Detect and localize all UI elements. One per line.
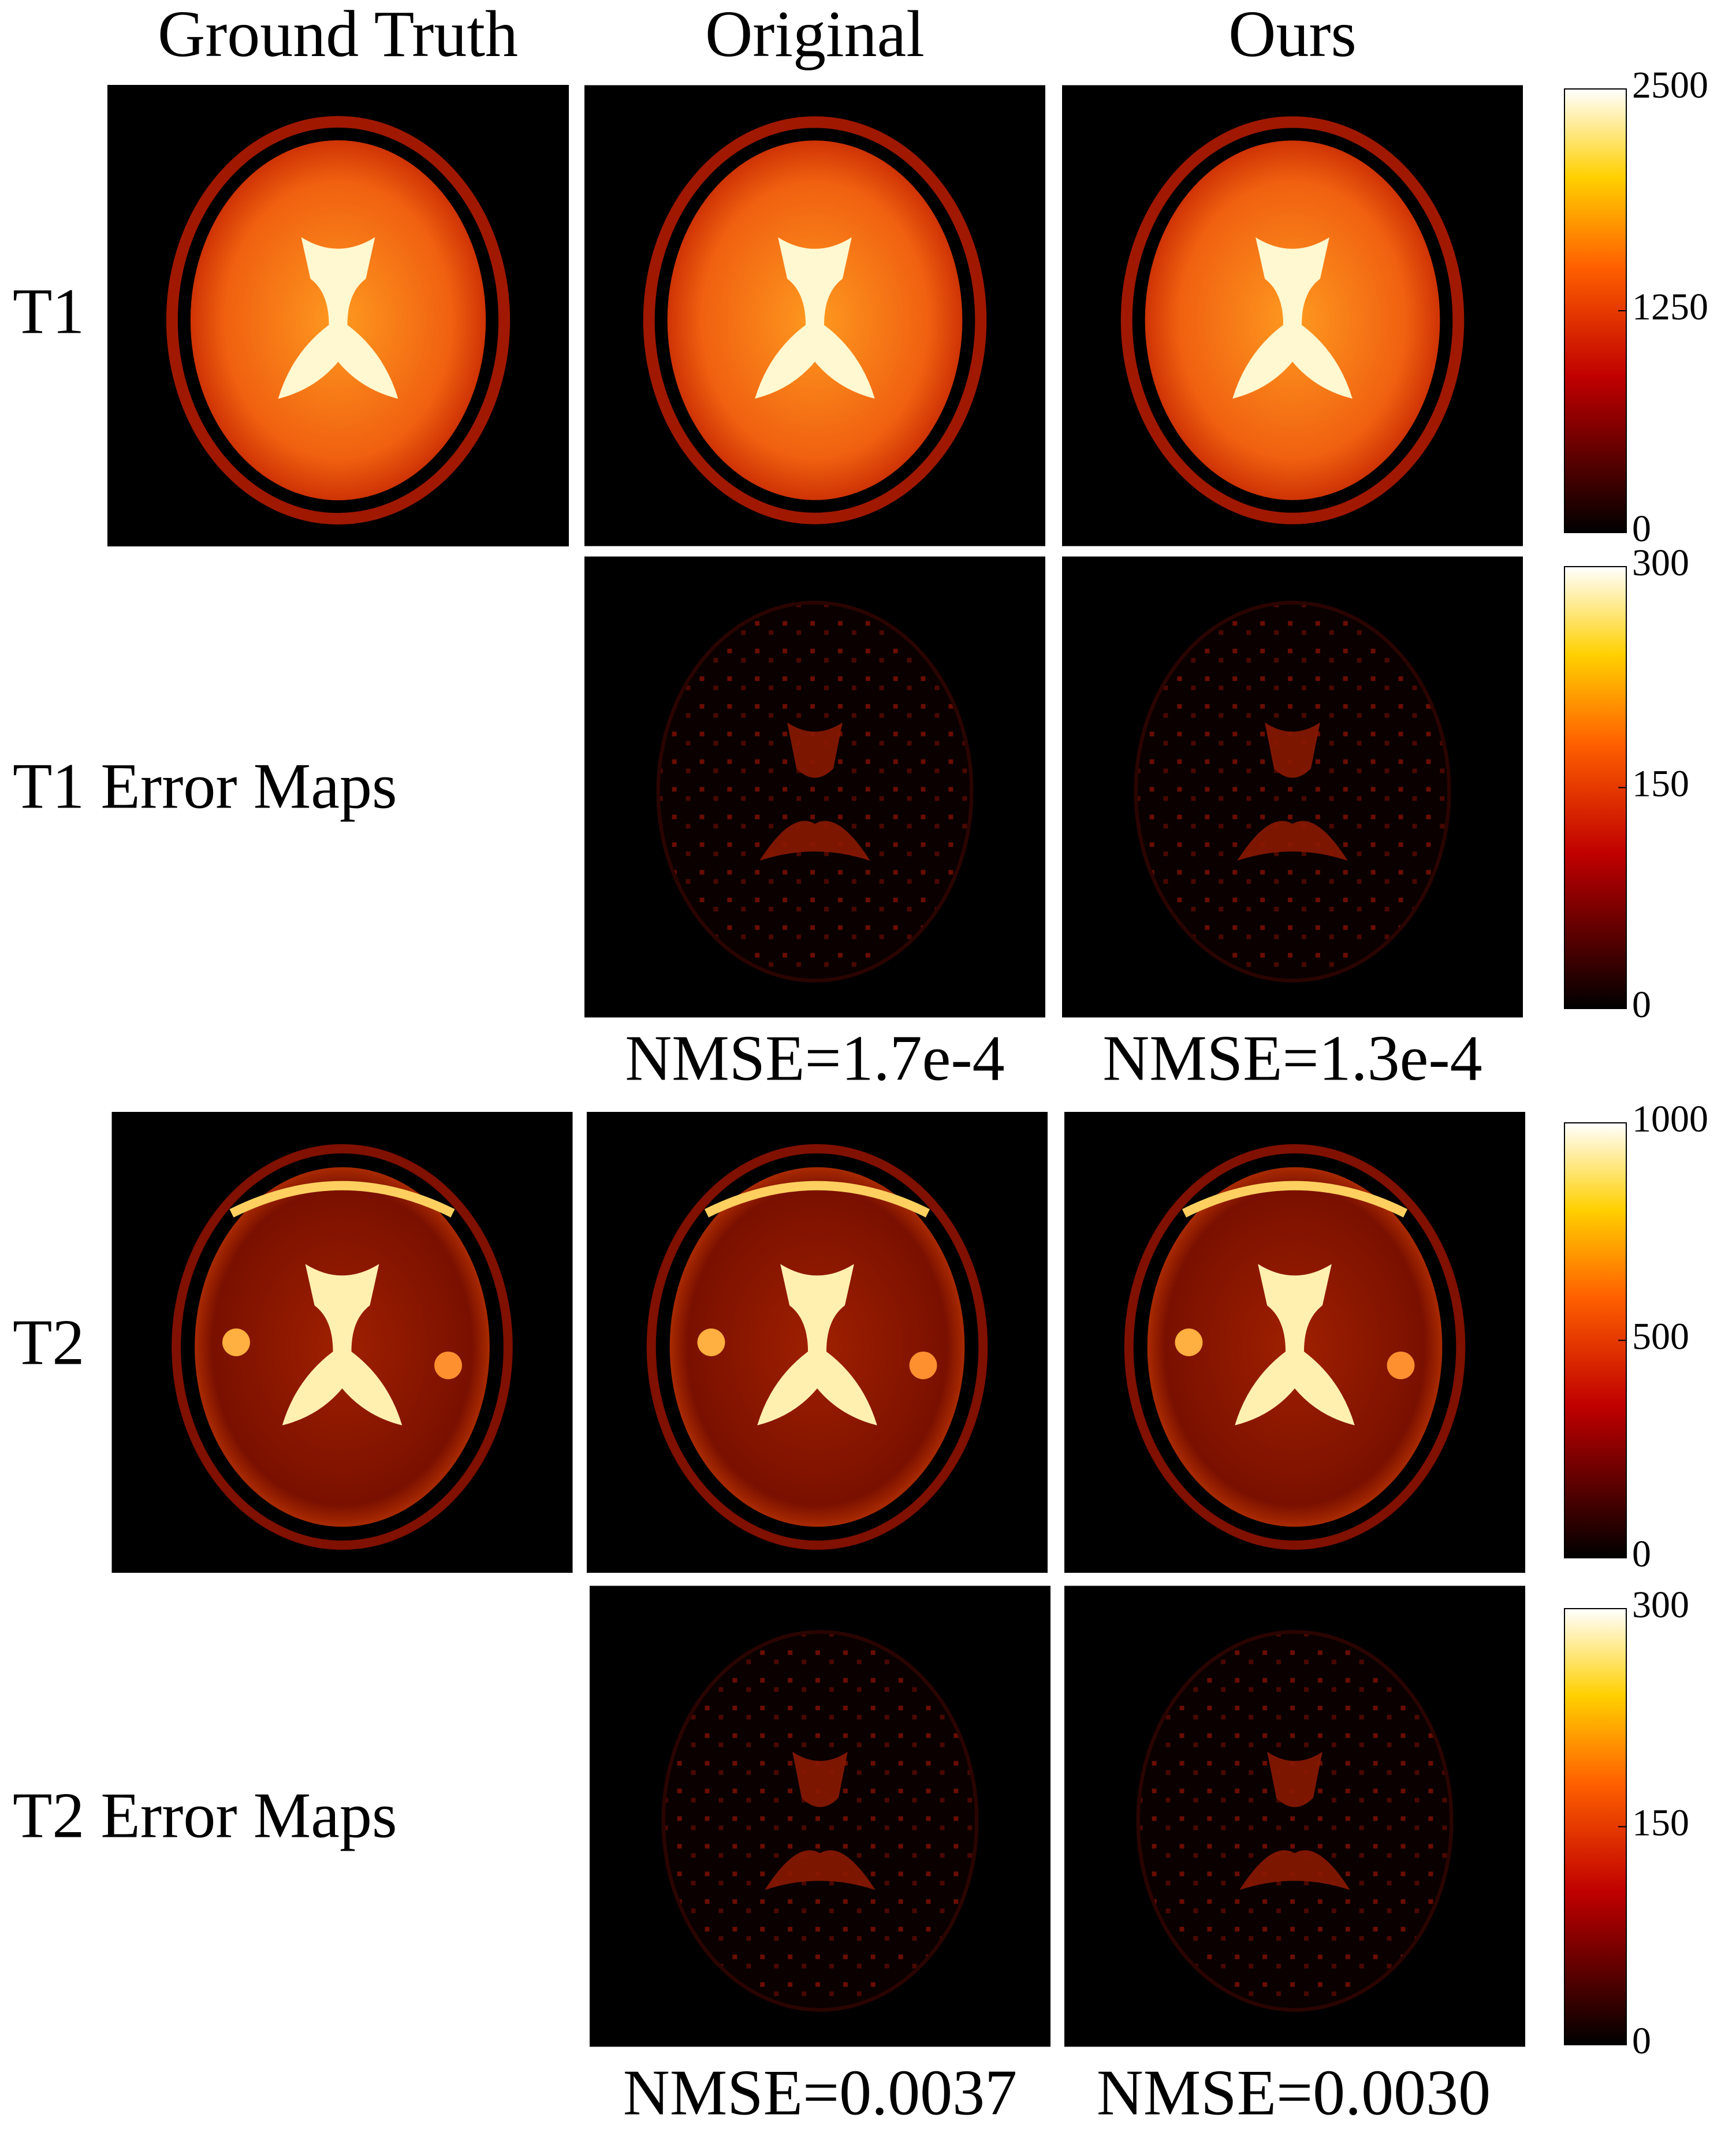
column-header: Original — [705, 0, 925, 70]
row-label: T1 — [13, 276, 84, 348]
image — [1062, 85, 1523, 546]
colorbar — [1564, 88, 1627, 533]
colorbar-tick-label: 0 — [1632, 984, 1651, 1026]
image — [112, 1112, 573, 1573]
nmse-label: NMSE=1.3e-4 — [1102, 1023, 1482, 1095]
colorbar-tick-label: 2500 — [1632, 64, 1708, 106]
column-header: Ground Truth — [158, 0, 518, 70]
colorbar-tick-label: 1000 — [1632, 1098, 1708, 1140]
image — [590, 1586, 1050, 2047]
colorbar — [1564, 1608, 1627, 2045]
colorbar-tick-label: 1250 — [1632, 286, 1708, 328]
row-label: T1 Error Maps — [13, 751, 397, 823]
image — [1064, 1112, 1525, 1573]
nmse-label: NMSE=0.0037 — [623, 2057, 1017, 2129]
image — [1064, 1586, 1525, 2047]
column-header: Ours — [1228, 0, 1357, 70]
nmse-label: NMSE=1.7e-4 — [625, 1023, 1004, 1095]
image — [1062, 557, 1523, 1018]
colorbar-tick-label: 150 — [1632, 1802, 1689, 1844]
colorbar-tick-label: 0 — [1632, 508, 1651, 550]
row-label: T2 — [13, 1307, 84, 1379]
image — [584, 85, 1045, 546]
colorbar-tick-label: 300 — [1632, 542, 1689, 584]
colorbar-tick-label: 300 — [1632, 1584, 1689, 1626]
nmse-label: NMSE=0.0030 — [1097, 2057, 1491, 2129]
colorbar — [1564, 566, 1627, 1009]
colorbar-tick-label: 0 — [1632, 2020, 1651, 2062]
colorbar-tick-label: 150 — [1632, 763, 1689, 805]
colorbar-tick-label: 500 — [1632, 1316, 1689, 1358]
colorbar-tick-label: 0 — [1632, 1533, 1651, 1575]
image — [584, 557, 1045, 1018]
row-label: T2 Error Maps — [13, 1780, 397, 1852]
image — [587, 1112, 1048, 1573]
image — [107, 85, 569, 546]
colorbar — [1564, 1122, 1627, 1558]
